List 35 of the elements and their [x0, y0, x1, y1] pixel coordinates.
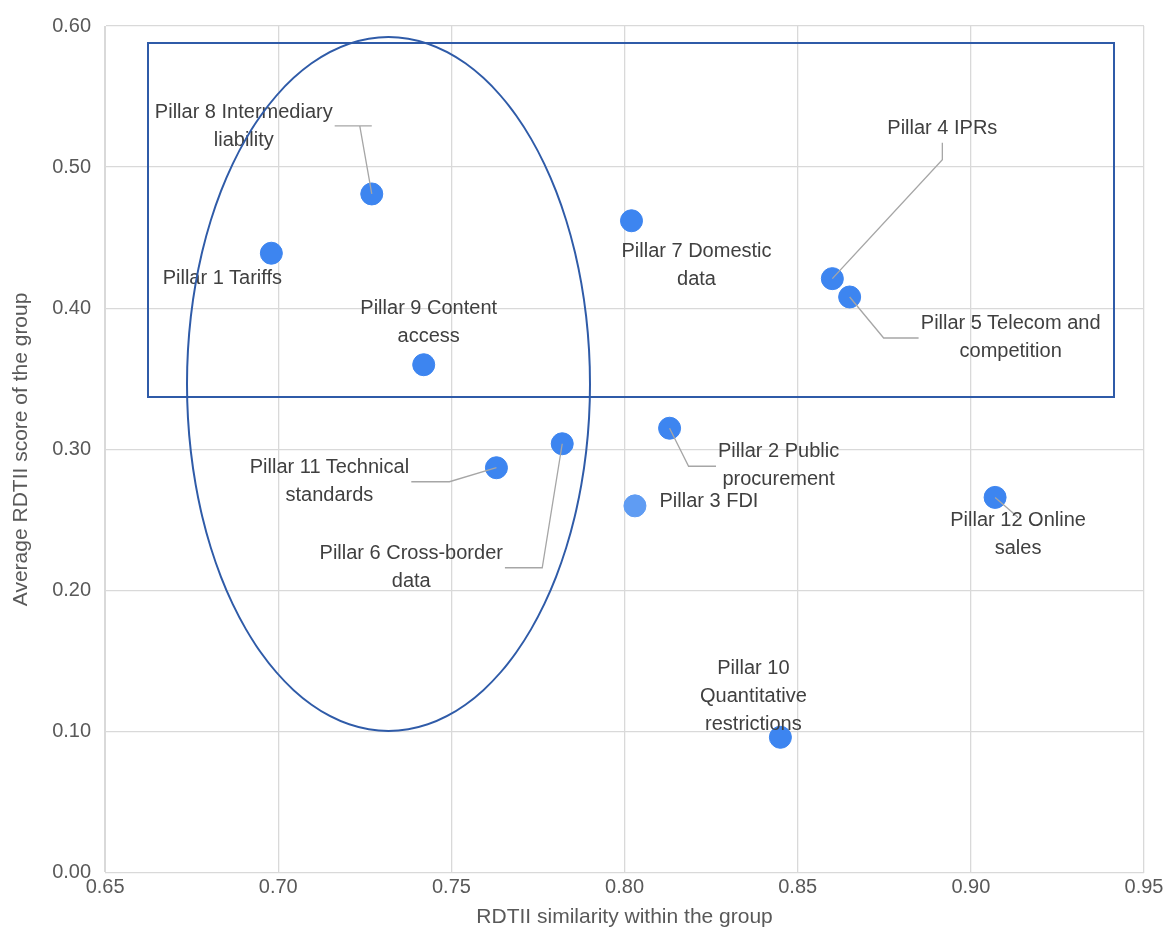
- point: [360, 182, 384, 206]
- annotation: Pillar 9 Content access: [360, 296, 498, 347]
- point: [550, 432, 574, 456]
- point: [820, 267, 844, 291]
- x-tick-label: 0.95: [1124, 875, 1164, 898]
- annotation: Pillar 7 Domestic data: [621, 239, 772, 290]
- point: [484, 456, 508, 480]
- annotation: Pillar 3 FDI: [659, 489, 759, 512]
- x-tick-label: 0.85: [778, 875, 818, 898]
- x-tick-label: 0.80: [605, 875, 645, 898]
- y-tick-label: 0.50: [52, 154, 92, 177]
- point: [619, 209, 643, 233]
- annotation: Pillar 2 Public procurement: [717, 438, 840, 489]
- y-tick-label: 0.10: [52, 719, 92, 742]
- x-tick-label: 0.75: [431, 875, 471, 898]
- x-tick-label: 0.70: [258, 875, 298, 898]
- y-axis-title: Average RDTII score of the group: [8, 292, 32, 607]
- point: [623, 494, 647, 518]
- point: [983, 485, 1007, 509]
- annotation: Pillar 6 Cross-border data: [319, 541, 504, 592]
- annotation: Pillar 11 Technical standards: [249, 455, 410, 506]
- point: [259, 241, 283, 265]
- annotation: Pillar 10 Quantitative restrictions: [700, 655, 807, 734]
- point: [838, 285, 862, 309]
- y-tick-label: 0.20: [52, 578, 92, 601]
- x-tick-label: 0.90: [951, 875, 991, 898]
- annotation: Pillar 12 Online sales: [950, 507, 1086, 558]
- point: [412, 353, 436, 377]
- y-tick-label: 0.30: [52, 436, 92, 459]
- point: [658, 416, 682, 440]
- x-axis-title: RDTII similarity within the group: [476, 904, 773, 928]
- annotation: Pillar 4 IPRs: [887, 116, 998, 139]
- y-tick-label: 0.40: [52, 295, 92, 318]
- annotation: Pillar 5 Telecom and competition: [920, 311, 1101, 362]
- y-tick-label: 0.60: [52, 13, 92, 36]
